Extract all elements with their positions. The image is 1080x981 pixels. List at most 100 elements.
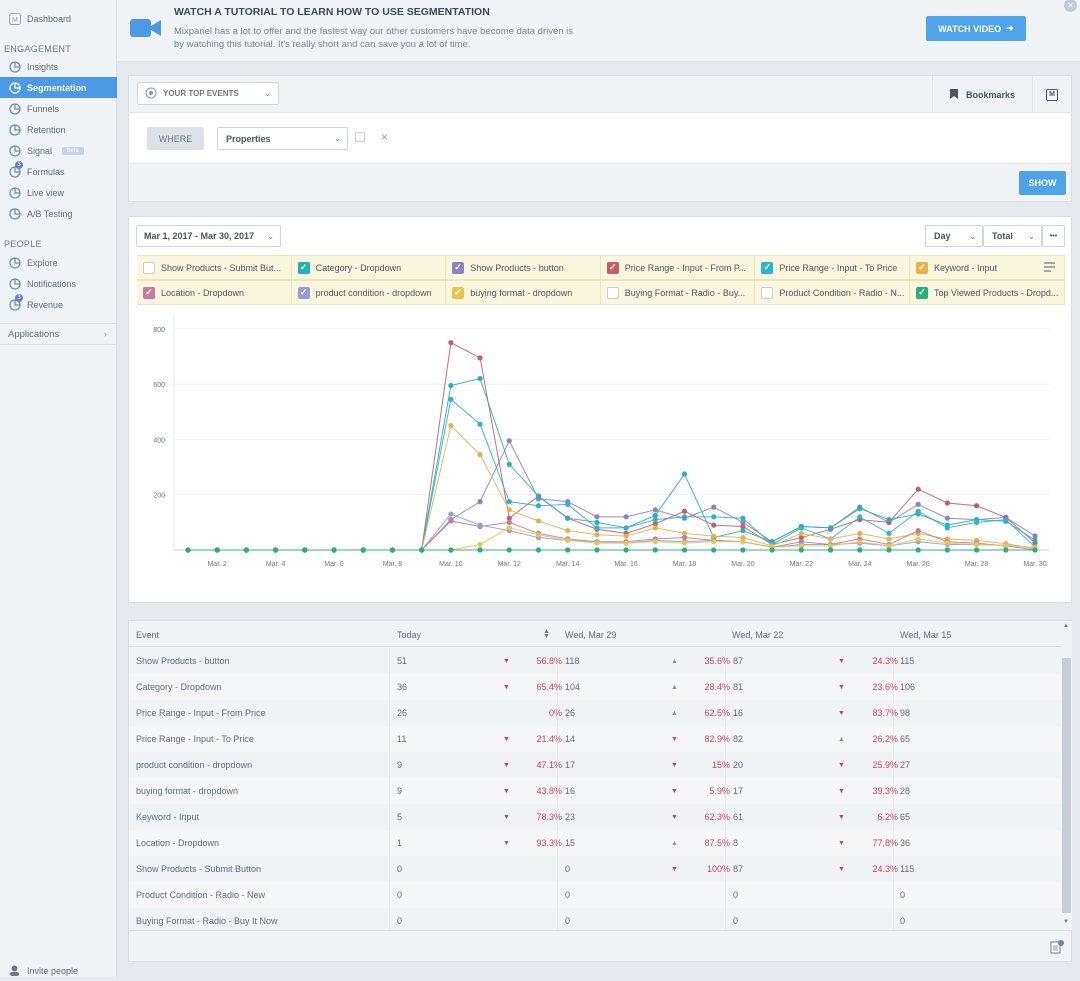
nav-applications[interactable]: Applications › — [0, 323, 117, 345]
legend-label: Category - Dropdown — [315, 262, 402, 273]
arrow-down-icon: ▼ — [838, 813, 845, 821]
checkbox-checked-icon[interactable]: ✓ — [452, 261, 465, 274]
nav-segmentation[interactable]: Segmentation — [0, 77, 117, 98]
legend-item[interactable]: ✓ Category - Dropdown — [292, 256, 447, 279]
table-row[interactable]: buying format - dropdown 9 ▼ 43.8% 16 ▼ 5.9% 17… — [129, 778, 1061, 804]
table-row[interactable]: Category - Dropdown 36 ▼ 65.4% 104 ▲ 28.4% 81 ▼ 2… — [129, 674, 1061, 700]
nav-insights[interactable]: Insights — [0, 56, 117, 77]
export-csv-icon[interactable] — [1050, 940, 1064, 957]
arrow-down-icon: ▼ — [503, 787, 510, 795]
checkbox-checked-icon[interactable]: ✓ — [297, 261, 310, 274]
watch-video-button[interactable]: WATCH VIDEO ➜ — [926, 16, 1026, 41]
where-button[interactable]: WHERE — [147, 127, 204, 150]
chevron-down-icon: ⌄ — [334, 134, 341, 143]
data-point — [419, 547, 425, 553]
checkbox-empty-icon[interactable] — [761, 286, 774, 299]
checkbox-checked-icon[interactable]: ✓ — [606, 261, 619, 274]
checkbox-checked-icon[interactable]: ✓ — [452, 286, 465, 299]
column-divider — [893, 882, 894, 908]
bookmarks-button[interactable]: Bookmarks — [932, 76, 1032, 113]
filter-options-icon[interactable] — [355, 132, 365, 142]
arrow-down-icon: ▼ — [671, 787, 678, 795]
checkbox-empty-icon[interactable] — [606, 286, 619, 299]
col-header-mar22[interactable]: Wed, Mar 22 — [732, 629, 784, 640]
table-row[interactable]: Price Range - Input - From Price 26 0% 26 ▲ 6… — [129, 700, 1061, 726]
properties-select[interactable]: Properties ⌄ — [217, 127, 348, 150]
table-row[interactable]: Show Products - button 51 ▼ 56.8% 118 ▲ 35.6% 8… — [129, 648, 1061, 674]
data-point — [448, 396, 454, 402]
close-banner-icon[interactable]: × — [1064, 0, 1077, 12]
nav-signal[interactable]: Signal beta — [0, 140, 117, 161]
legend-item[interactable]: Buying Format - Radio - Buy... — [601, 281, 756, 304]
measure-select[interactable]: Total ⌄ — [983, 225, 1042, 247]
legend-item[interactable]: ✓ buying format - dropdown — [446, 281, 601, 304]
nav-dashboard[interactable]: M Dashboard — [0, 8, 117, 29]
table-row[interactable]: Buying Format - Radio - Buy It Now 0 0 0 0 — [129, 908, 1061, 934]
checkbox-checked-icon[interactable]: ✓ — [761, 261, 774, 274]
scroll-up-icon[interactable]: ▲ — [1063, 623, 1069, 629]
percent-change: 87.5% — [704, 838, 730, 848]
table-row[interactable]: product condition - dropdown 9 ▼ 47.1% 17 ▼ 15… — [129, 752, 1061, 778]
checkbox-checked-icon[interactable]: ✓ — [143, 286, 155, 299]
legend-item[interactable]: ✓ Top Viewed Products - Dropd... — [910, 281, 1065, 304]
data-point — [506, 547, 512, 553]
table-row[interactable]: Location - Dropdown 1 ▼ 93.3% 15 ▲ 87.5% 8 ▼ 77.8… — [129, 830, 1061, 856]
legend-item[interactable]: Product Condition - Radio - N... — [755, 281, 910, 304]
m-button[interactable]: M — [1032, 76, 1071, 113]
percent-change: 0% — [548, 708, 562, 718]
event-name: Category - Dropdown — [136, 682, 222, 692]
legend-options-icon[interactable] — [1043, 261, 1057, 276]
legend-item[interactable]: ✓ Keyword - Input — [910, 256, 1065, 279]
table-scrollbar[interactable]: ▲ ▼ — [1061, 621, 1072, 930]
legend-row-2: ✓ Location - Dropdown ✓ product condition -… — [137, 280, 1065, 305]
nav-invite-people[interactable]: Invite people — [0, 960, 117, 981]
table-row[interactable]: Price Range - Input - To Price 11 ▼ 21.4% 14… — [129, 726, 1061, 752]
checkbox-empty-icon[interactable] — [143, 261, 155, 274]
col-header-today[interactable]: Today — [397, 629, 422, 640]
beta-tag: beta — [62, 146, 84, 155]
nav-formulas[interactable]: 3 Formulas — [0, 161, 117, 182]
column-divider — [557, 778, 558, 804]
nav-revenue[interactable]: 3 Revenue — [0, 294, 117, 315]
nav-notifications[interactable]: Notifications — [0, 273, 117, 294]
nav-funnels[interactable]: Funnels — [0, 98, 117, 119]
percent-change: 77.8% — [872, 838, 898, 848]
x-tick-label: Mar. 16 — [614, 561, 637, 568]
checkbox-checked-icon[interactable]: ✓ — [915, 261, 928, 274]
data-point — [652, 512, 658, 519]
table-row[interactable]: Keyword - Input 5 ▼ 78.3% 23 ▼ 62.3% 61 ▼ 6.2% 65 — [129, 804, 1061, 830]
checkbox-checked-icon[interactable]: ✓ — [915, 286, 928, 299]
nav-retention[interactable]: Retention — [0, 119, 117, 140]
date-range-picker[interactable]: Mar 1, 2017 - Mar 30, 2017 ⌄ — [136, 225, 281, 247]
more-options-button[interactable]: ••• — [1042, 225, 1065, 247]
nav-a-b-testing[interactable]: A/B Testing — [0, 203, 117, 224]
table-row[interactable]: Product Condition - Radio - New 0 0 0 0 — [129, 882, 1061, 908]
col-header-event[interactable]: Event — [136, 629, 160, 640]
sort-icon[interactable]: ▲ ▼ — [543, 628, 550, 640]
legend-item[interactable]: ✓ Price Range - Input - To Price — [755, 256, 910, 279]
event-select[interactable]: YOUR TOP EVENTS ⌄ — [137, 82, 279, 105]
nav-live-view[interactable]: Live view — [0, 182, 117, 203]
col-header-mar15[interactable]: Wed, Mar 15 — [900, 629, 952, 640]
scrollbar-thumb[interactable] — [1062, 658, 1071, 913]
legend-item[interactable]: ✓ Show Products - button — [446, 256, 601, 279]
interval-select[interactable]: Day ⌄ — [925, 225, 983, 247]
show-button[interactable]: SHOW — [1019, 171, 1066, 195]
table-row[interactable]: Show Products - Submit Button 0 0 ▼ 100% 87 ▼ 2… — [129, 856, 1061, 882]
legend-item[interactable]: Show Products - Submit But... — [137, 256, 292, 279]
legend-item[interactable]: ✓ Price Range - Input - From P... — [601, 256, 756, 279]
scroll-down-icon[interactable]: ▼ — [1063, 919, 1069, 925]
nav-explore[interactable]: Explore — [0, 252, 117, 273]
column-divider — [725, 648, 726, 674]
checkbox-checked-icon[interactable]: ✓ — [297, 286, 310, 299]
arrow-down-icon: ▼ — [838, 709, 845, 717]
remove-filter-icon[interactable]: × — [381, 130, 389, 144]
data-point — [214, 547, 220, 553]
x-tick-label: Mar. 8 — [383, 561, 403, 568]
data-point — [740, 528, 746, 534]
legend-item[interactable]: ✓ Location - Dropdown — [137, 281, 292, 304]
col-header-mar29[interactable]: Wed, Mar 29 — [565, 629, 617, 640]
data-point — [973, 547, 980, 553]
arrow-down-icon: ▼ — [503, 813, 510, 821]
legend-item[interactable]: ✓ product condition - dropdown — [292, 281, 447, 304]
